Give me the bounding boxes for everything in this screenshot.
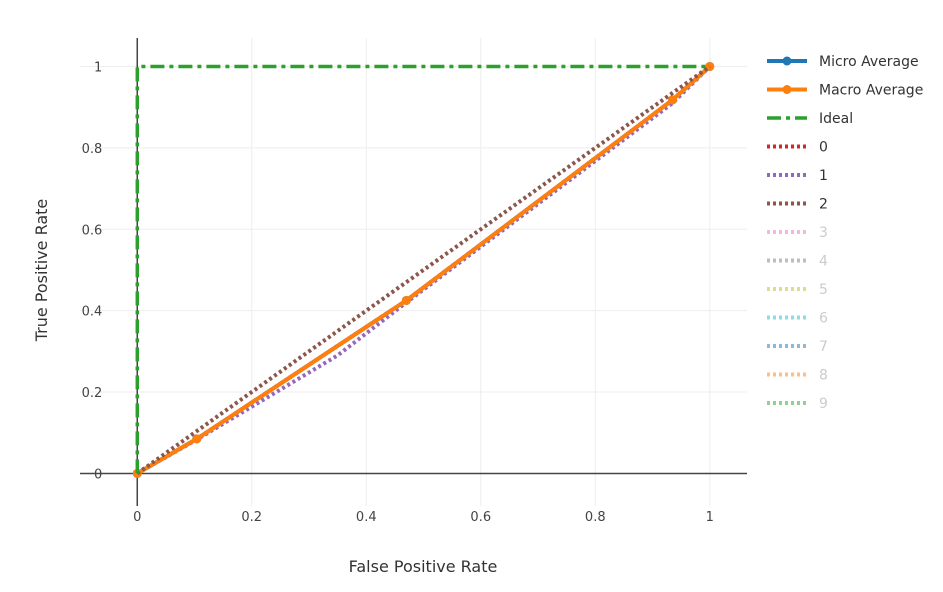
legend-item-1[interactable]: 1 xyxy=(767,168,828,184)
legend-marker-0 xyxy=(782,56,792,66)
legend-label-12: 9 xyxy=(819,396,828,412)
series-line-macro-average xyxy=(136,65,712,476)
legend-label-7: 4 xyxy=(819,254,828,270)
x-tick-label-5: 1 xyxy=(706,510,714,525)
series-line-ideal xyxy=(135,64,710,474)
legend-label-10: 7 xyxy=(819,339,828,355)
legend-label-8: 5 xyxy=(819,282,828,298)
legend-item-7[interactable]: 7 xyxy=(767,339,828,355)
legend-item-9[interactable]: 9 xyxy=(767,396,828,412)
x-tick-label-4: 0.8 xyxy=(585,510,606,525)
series-point-macro-average-1 xyxy=(192,434,202,444)
legend-label-2: Ideal xyxy=(819,111,853,127)
y-tick-label-0: 0 xyxy=(94,467,102,482)
legend-label-0: Micro Average xyxy=(819,54,919,70)
legend-marker-1 xyxy=(782,85,792,94)
series-point-macro-average-3 xyxy=(668,95,678,105)
y-tick-label-1: 0.2 xyxy=(82,386,103,401)
legend-item-0[interactable]: 0 xyxy=(767,140,828,156)
x-tick-label-2: 0.4 xyxy=(356,510,377,525)
x-tick-label-1: 0.2 xyxy=(241,510,262,525)
y-tick-label-2: 0.4 xyxy=(82,305,103,320)
legend-item-ideal[interactable]: Ideal xyxy=(767,111,853,127)
axes xyxy=(80,38,747,506)
tick-labels: 0 0.2 0.4 0.6 0.8 1 0 0.2 0.4 0.6 0.8 1 xyxy=(82,60,714,525)
legend-item-5[interactable]: 5 xyxy=(767,282,828,298)
series-line-2 xyxy=(136,64,711,476)
series-line-1 xyxy=(136,65,712,476)
legend-label-3: 0 xyxy=(819,140,828,156)
grid-lines xyxy=(80,38,747,506)
legend-label-11: 8 xyxy=(819,368,828,384)
y-tick-label-5: 1 xyxy=(94,60,102,75)
x-tick-label-0: 0 xyxy=(133,510,141,525)
legend-label-4: 1 xyxy=(819,168,828,184)
legend-item-2[interactable]: 2 xyxy=(767,197,828,213)
legend-label-5: 2 xyxy=(819,197,828,213)
series-lines xyxy=(132,61,715,478)
y-axis-title: True Positive Rate xyxy=(32,199,51,343)
legend-label-6: 3 xyxy=(819,225,828,241)
x-tick-label-3: 0.6 xyxy=(470,510,491,525)
series-point-macro-average-0 xyxy=(132,468,142,478)
legend-item-8[interactable]: 8 xyxy=(767,368,828,384)
legend-item-4[interactable]: 4 xyxy=(767,254,828,270)
y-tick-label-4: 0.8 xyxy=(82,142,103,157)
legend-label-1: Macro Average xyxy=(819,83,923,99)
legend[interactable]: Micro Average Macro Average Ideal 0 1 2 3 4 5 6 7 8… xyxy=(767,54,923,412)
legend-item-micro-average[interactable]: Micro Average xyxy=(767,54,919,70)
legend-item-macro-average[interactable]: Macro Average xyxy=(767,83,923,99)
x-axis-title: False Positive Rate xyxy=(349,557,498,576)
legend-item-6[interactable]: 6 xyxy=(767,311,828,327)
series-point-macro-average-2 xyxy=(401,295,411,305)
legend-item-3[interactable]: 3 xyxy=(767,225,828,241)
series-line-0 xyxy=(136,65,712,476)
series-line-micro-average xyxy=(136,65,712,476)
legend-label-9: 6 xyxy=(819,311,828,327)
y-tick-label-3: 0.6 xyxy=(82,223,103,238)
